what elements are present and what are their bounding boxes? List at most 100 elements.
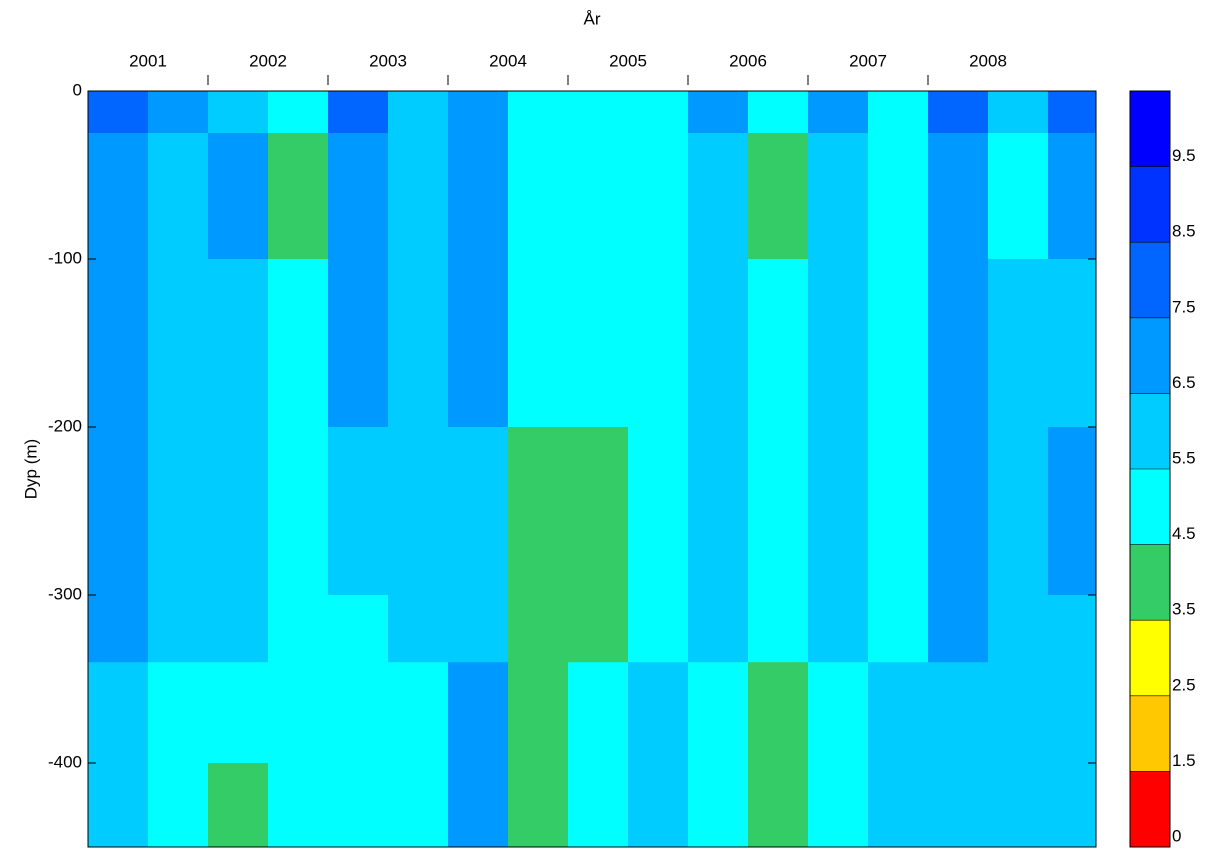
contour-cell — [448, 91, 509, 134]
colorbar-segment — [1130, 393, 1170, 469]
contour-cell — [328, 427, 389, 596]
contour-cell — [208, 133, 269, 260]
plot-frame — [87, 90, 1097, 848]
contour-cell — [988, 133, 1049, 260]
contour-cell — [208, 595, 269, 663]
contour-cell — [928, 763, 989, 848]
contour-cell — [928, 133, 989, 260]
contour-cell — [808, 259, 869, 428]
contour-cell — [88, 133, 149, 260]
x-tick-label: 2007 — [849, 51, 887, 70]
contour-cell — [988, 259, 1049, 428]
contour-cell — [148, 763, 209, 848]
contour-cell — [88, 427, 149, 596]
contour-cell — [748, 595, 809, 663]
contour-cell — [328, 763, 389, 848]
contour-cell — [508, 91, 569, 134]
contour-cell — [868, 259, 929, 428]
contour-cell — [808, 133, 869, 260]
contour-cell — [808, 595, 869, 663]
contour-cell — [568, 259, 629, 428]
contour-cell — [868, 427, 929, 596]
contour-cell — [1048, 662, 1097, 764]
contour-cell — [508, 259, 569, 428]
contour-cell — [988, 427, 1049, 596]
contour-cell — [808, 662, 869, 764]
contour-cell — [268, 595, 329, 663]
contour-cell — [1048, 427, 1097, 596]
contour-cell — [688, 763, 749, 848]
contour-cell — [88, 595, 149, 663]
contour-cell — [388, 259, 449, 428]
x-tick-label: 2004 — [489, 51, 527, 70]
colorbar-label: 9.5 — [1172, 146, 1196, 165]
x-tick-label: 2005 — [609, 51, 647, 70]
contour-cell — [988, 595, 1049, 663]
contour-cell — [748, 133, 809, 260]
contour-cell — [568, 91, 629, 134]
contour-cell — [448, 259, 509, 428]
colorbar-label: 6.5 — [1172, 373, 1196, 392]
contour-cell — [388, 662, 449, 764]
contour-cell — [448, 427, 509, 596]
colorbar-segment — [1130, 91, 1170, 167]
contour-cell — [88, 91, 149, 134]
contour-cell — [868, 91, 929, 134]
colorbar-segment — [1130, 771, 1170, 847]
contour-cell — [508, 595, 569, 663]
contour-cell — [88, 763, 149, 848]
x-tick-label: 2002 — [249, 51, 287, 70]
contour-cell — [868, 763, 929, 848]
colorbar-frame — [1129, 90, 1171, 848]
contour-cell — [628, 595, 689, 663]
colorbar-label: 2.5 — [1172, 675, 1196, 694]
contour-cell — [208, 662, 269, 764]
contour-cell — [808, 763, 869, 848]
colorbar-segment — [1130, 620, 1170, 696]
colorbar-label: 3.5 — [1172, 600, 1196, 619]
contour-cell — [688, 595, 749, 663]
colorbar-label: 4.5 — [1172, 524, 1196, 543]
contour-cell — [508, 133, 569, 260]
contour-cell — [1048, 259, 1097, 428]
contour-cell — [208, 763, 269, 848]
contour-cell — [1048, 91, 1097, 134]
contour-cell — [88, 259, 149, 428]
contour-cell — [388, 91, 449, 134]
contour-cell — [928, 662, 989, 764]
contour-cell — [148, 259, 209, 428]
contour-cell — [388, 763, 449, 848]
contour-cell — [268, 91, 329, 134]
contour-cell — [568, 662, 629, 764]
y-tick-label: -400 — [48, 752, 82, 771]
contour-cell — [688, 91, 749, 134]
colorbar-label: 8.5 — [1172, 222, 1196, 241]
contour-cell — [148, 595, 209, 663]
contour-cell — [748, 259, 809, 428]
x-tick-label: 2006 — [729, 51, 767, 70]
contour-cell — [268, 259, 329, 428]
colorbar-segment — [1130, 695, 1170, 772]
contour-cell — [448, 595, 509, 663]
contour-cell — [208, 91, 269, 134]
contour-cell — [448, 763, 509, 848]
contour-cell — [148, 133, 209, 260]
contour-cell — [1048, 763, 1097, 848]
contour-cell — [988, 763, 1049, 848]
contour-cell — [748, 763, 809, 848]
x-tick-label: 2001 — [129, 51, 167, 70]
y-tick-label: -300 — [48, 584, 82, 603]
contour-cell — [868, 595, 929, 663]
contour-cell — [928, 91, 989, 134]
contour-cell — [688, 662, 749, 764]
contour-cell — [928, 259, 989, 428]
contour-cell — [268, 133, 329, 260]
y-tick-label: -100 — [48, 248, 82, 267]
contour-cell — [268, 763, 329, 848]
contour-cell — [208, 259, 269, 428]
x-axis-label: År — [584, 9, 601, 28]
contour-cell — [628, 662, 689, 764]
contour-cell — [628, 427, 689, 596]
contour-cell — [628, 133, 689, 260]
contour-cell — [748, 91, 809, 134]
